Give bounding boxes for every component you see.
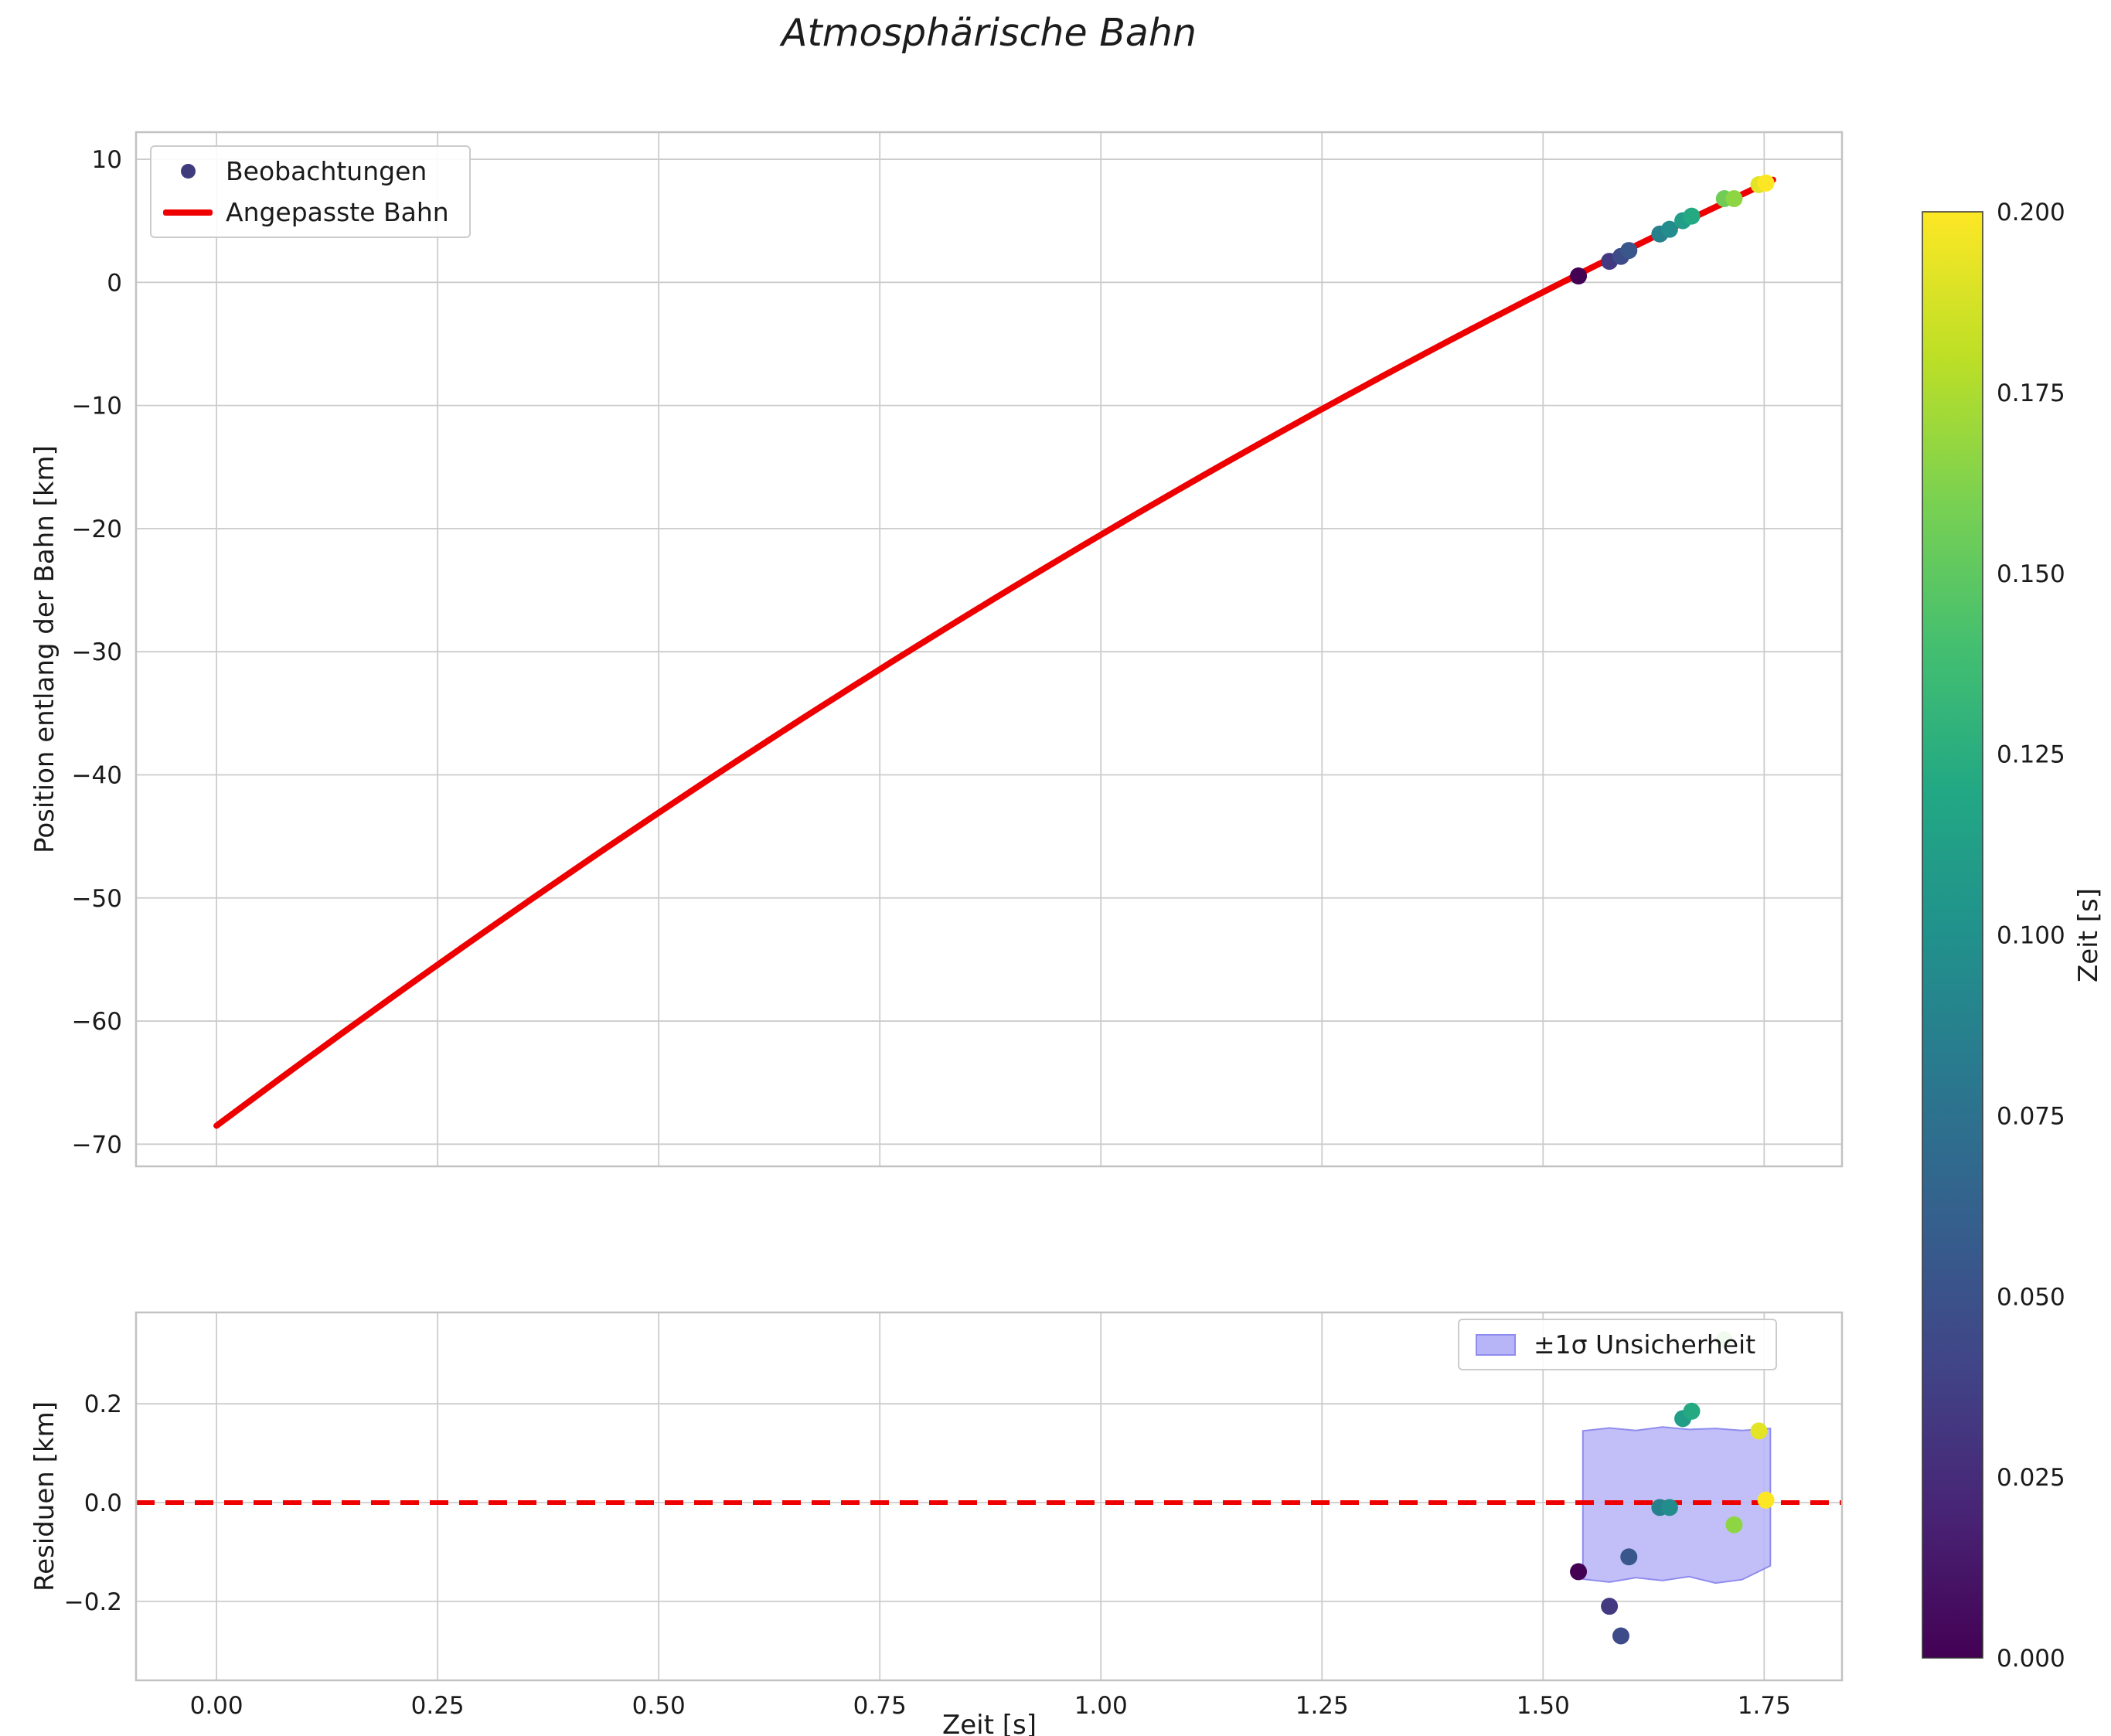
residual-point bbox=[1601, 1598, 1619, 1615]
x-tick-label: 1.50 bbox=[1517, 1692, 1570, 1720]
colorbar-tick-label: 0.200 bbox=[1997, 199, 2065, 226]
x-tick-label: 0.50 bbox=[632, 1692, 686, 1720]
y-tick-label: −60 bbox=[72, 1008, 122, 1036]
colorbar-tick-label: 0.025 bbox=[1997, 1464, 2065, 1492]
observation-point bbox=[1725, 190, 1743, 208]
legend-fit-marker line-icon bbox=[163, 209, 213, 216]
residual-point bbox=[1620, 1548, 1638, 1566]
top-axes-spine bbox=[134, 131, 1844, 1168]
colorbar-tick-label: 0.000 bbox=[1997, 1645, 2065, 1673]
y-tick-label: −10 bbox=[72, 393, 122, 420]
legend-item-fit: Angepasste Bahn bbox=[159, 197, 449, 227]
observation-point bbox=[1620, 242, 1638, 260]
residual-point bbox=[1750, 1422, 1768, 1440]
x-tick-label: 1.25 bbox=[1296, 1692, 1349, 1720]
colorbar-tick-label: 0.175 bbox=[1997, 380, 2065, 407]
legend-item-observations: Beobachtungen bbox=[159, 156, 449, 186]
x-axis-label: Zeit [s] bbox=[941, 1710, 1037, 1736]
colorbar-gradient bbox=[1922, 211, 1983, 1659]
residual-point bbox=[1725, 1516, 1743, 1533]
chart-title: Atmosphärische Bahn bbox=[781, 11, 1197, 55]
y-tick-label: 0 bbox=[107, 269, 122, 297]
legend-band: ±1σ Unsicherheit bbox=[1458, 1319, 1778, 1370]
x-tick-label: 0.75 bbox=[853, 1692, 907, 1720]
legend-observations-marker scatter-dot-icon bbox=[180, 164, 196, 179]
observation-point bbox=[1757, 174, 1775, 192]
top-y-axis-label: Position entlang der Bahn [km] bbox=[29, 445, 60, 853]
fit-line bbox=[213, 176, 1776, 1129]
residual-point bbox=[1683, 1402, 1701, 1420]
x-tick-label: 0.25 bbox=[411, 1692, 465, 1720]
x-tick-label: 1.75 bbox=[1738, 1692, 1791, 1720]
residual-point bbox=[1612, 1627, 1629, 1645]
y-tick-label: −30 bbox=[72, 638, 122, 666]
colorbar-tick-label: 0.150 bbox=[1997, 560, 2065, 588]
residual-point bbox=[1570, 1563, 1588, 1581]
legend-item-band: ±1σ Unsicherheit bbox=[1467, 1329, 1755, 1360]
legend-marker-cell bbox=[1467, 1333, 1524, 1356]
bottom-axes-spine bbox=[134, 1311, 1844, 1682]
y-tick-label: −40 bbox=[72, 761, 122, 789]
colorbar-tick-label: 0.100 bbox=[1997, 922, 2065, 950]
legend-marker-cell bbox=[159, 164, 216, 179]
y-tick-label: 0.0 bbox=[84, 1489, 122, 1517]
legend-marker-cell bbox=[159, 209, 216, 216]
bottom-y-axis-label: Residuen [km] bbox=[29, 1401, 60, 1591]
observation-point bbox=[1683, 207, 1701, 225]
observation-point bbox=[1570, 267, 1588, 285]
residual-point bbox=[1660, 1499, 1678, 1516]
legend-top: Beobachtungen Angepasste Bahn bbox=[150, 145, 471, 238]
colorbar-tick-label: 0.075 bbox=[1997, 1102, 2065, 1130]
colorbar-tick-label: 0.125 bbox=[1997, 741, 2065, 769]
legend-band-patch patch-icon bbox=[1476, 1333, 1516, 1356]
y-tick-label: −0.2 bbox=[64, 1588, 122, 1616]
y-tick-label: −70 bbox=[72, 1131, 122, 1159]
y-tick-label: −20 bbox=[72, 516, 122, 543]
y-tick-label: 10 bbox=[92, 146, 122, 174]
colorbar-tick-label: 0.050 bbox=[1997, 1283, 2065, 1311]
legend-observations-label: Beobachtungen bbox=[226, 156, 427, 186]
x-tick-label: 0.00 bbox=[190, 1692, 243, 1720]
x-tick-label: 1.00 bbox=[1074, 1692, 1128, 1720]
y-tick-label: −50 bbox=[72, 885, 122, 913]
residual-point bbox=[1757, 1491, 1775, 1509]
legend-fit-label: Angepasste Bahn bbox=[226, 197, 449, 227]
colorbar-label: Zeit [s] bbox=[2073, 887, 2104, 983]
legend-band-label: ±1σ Unsicherheit bbox=[1534, 1329, 1756, 1360]
y-tick-label: 0.2 bbox=[84, 1391, 122, 1418]
observation-point bbox=[1660, 220, 1678, 238]
